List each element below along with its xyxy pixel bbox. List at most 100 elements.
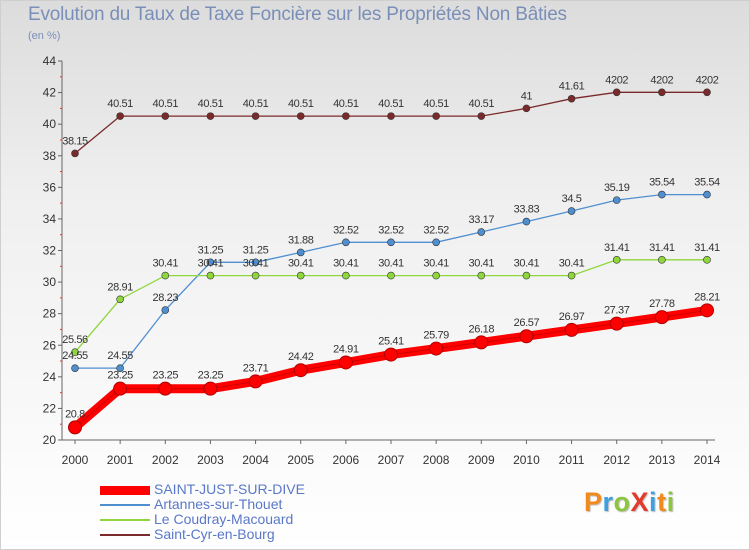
data-point xyxy=(116,112,124,120)
data-label: 40.51 xyxy=(153,98,179,110)
data-label: 31.41 xyxy=(649,242,675,254)
data-point xyxy=(567,94,576,103)
data-label: 23.25 xyxy=(198,370,224,382)
data-label: 30.41 xyxy=(423,258,449,270)
data-label: 30.41 xyxy=(378,258,404,270)
data-label: 30.41 xyxy=(514,258,540,270)
proxiti-logo: ProXiti xyxy=(584,487,675,518)
data-label: 4202 xyxy=(605,74,628,86)
data-point xyxy=(658,88,666,97)
data-point xyxy=(248,374,263,389)
y-tick-label: 26 xyxy=(43,338,57,352)
data-point xyxy=(703,190,711,199)
data-label: 24.55 xyxy=(62,350,88,362)
x-tick-label: 2009 xyxy=(468,453,495,467)
x-tick-label: 2003 xyxy=(197,453,224,467)
data-label: 40.51 xyxy=(198,98,224,110)
legend-swatch xyxy=(100,504,150,506)
data-point xyxy=(296,271,305,280)
x-tick-label: 2006 xyxy=(333,453,360,467)
data-label: 41 xyxy=(521,90,533,102)
data-point xyxy=(71,364,79,372)
x-tick-label: 2004 xyxy=(242,453,269,467)
legend-label: Artannes-sur-Thouet xyxy=(154,496,283,512)
data-label: 40.51 xyxy=(333,98,359,110)
legend-swatch xyxy=(100,485,150,495)
data-point xyxy=(477,228,486,236)
y-tick-label: 34 xyxy=(43,212,57,226)
data-point xyxy=(342,112,350,120)
data-label: 26.57 xyxy=(514,317,540,329)
y-tick-label: 30 xyxy=(43,275,57,289)
data-point xyxy=(522,104,531,113)
data-label: 30.41 xyxy=(198,258,224,270)
data-point xyxy=(71,149,79,158)
data-label: 31.41 xyxy=(694,242,720,254)
data-label: 26.18 xyxy=(469,323,495,335)
logo-letter: o xyxy=(613,487,631,517)
data-label: 40.51 xyxy=(423,98,449,110)
legend-swatch xyxy=(100,519,150,521)
data-point xyxy=(296,112,305,120)
y-tick-label: 42 xyxy=(43,86,57,100)
data-point xyxy=(158,381,173,396)
data-point xyxy=(658,190,666,199)
data-label: 40.51 xyxy=(107,98,133,110)
data-label: 32.52 xyxy=(423,224,449,236)
data-label: 25.79 xyxy=(423,330,449,342)
data-label: 40.51 xyxy=(288,98,314,110)
y-tick-label: 24 xyxy=(43,370,57,384)
data-label: 24.55 xyxy=(107,350,133,362)
data-point xyxy=(342,271,350,280)
data-label: 35.54 xyxy=(649,177,675,189)
data-point xyxy=(432,112,440,120)
data-label: 33.17 xyxy=(469,214,495,226)
y-tick-label: 22 xyxy=(43,401,57,415)
legend-swatch xyxy=(100,534,150,536)
y-tick-label: 38 xyxy=(43,149,57,163)
data-point xyxy=(206,112,215,120)
data-point xyxy=(700,303,714,318)
data-label: 31.88 xyxy=(288,234,314,246)
data-label: 25.41 xyxy=(378,336,404,348)
chart-title: Evolution du Taux de Taxe Foncière sur l… xyxy=(28,4,567,25)
data-point xyxy=(206,271,215,280)
data-point xyxy=(658,256,666,264)
data-point xyxy=(116,364,124,372)
data-point xyxy=(703,88,711,97)
x-tick-label: 2000 xyxy=(62,453,89,467)
y-tick-label: 40 xyxy=(43,117,57,131)
data-point xyxy=(251,112,260,120)
data-point xyxy=(429,341,444,356)
x-tick-label: 2002 xyxy=(152,453,179,467)
x-tick-label: 2007 xyxy=(378,453,405,467)
logo-letter: t xyxy=(657,487,667,517)
data-point xyxy=(567,271,576,280)
chart-subtitle: (en %) xyxy=(28,30,61,42)
data-point xyxy=(567,207,576,215)
data-label: 20.8 xyxy=(65,408,85,420)
data-point xyxy=(474,335,489,350)
data-label: 24.91 xyxy=(333,343,359,355)
data-point xyxy=(296,248,305,257)
data-point xyxy=(519,329,534,344)
x-tick-label: 2012 xyxy=(603,453,630,467)
data-point xyxy=(477,112,486,120)
data-point xyxy=(432,238,440,247)
logo-letter: P xyxy=(584,487,603,517)
data-label: 30.41 xyxy=(288,258,314,270)
data-point xyxy=(206,258,215,267)
data-point xyxy=(387,238,395,247)
data-label: 40.51 xyxy=(469,98,495,110)
data-point xyxy=(384,347,398,362)
y-tick-label: 32 xyxy=(43,244,57,258)
data-point xyxy=(654,310,669,325)
data-point xyxy=(68,420,82,435)
data-point xyxy=(477,271,486,280)
y-tick-label: 44 xyxy=(43,54,57,68)
logo-letter: i xyxy=(666,487,675,517)
data-point xyxy=(432,271,440,280)
data-label: 4202 xyxy=(696,74,719,86)
data-label: 30.41 xyxy=(153,258,179,270)
y-tick-label: 28 xyxy=(43,307,57,321)
